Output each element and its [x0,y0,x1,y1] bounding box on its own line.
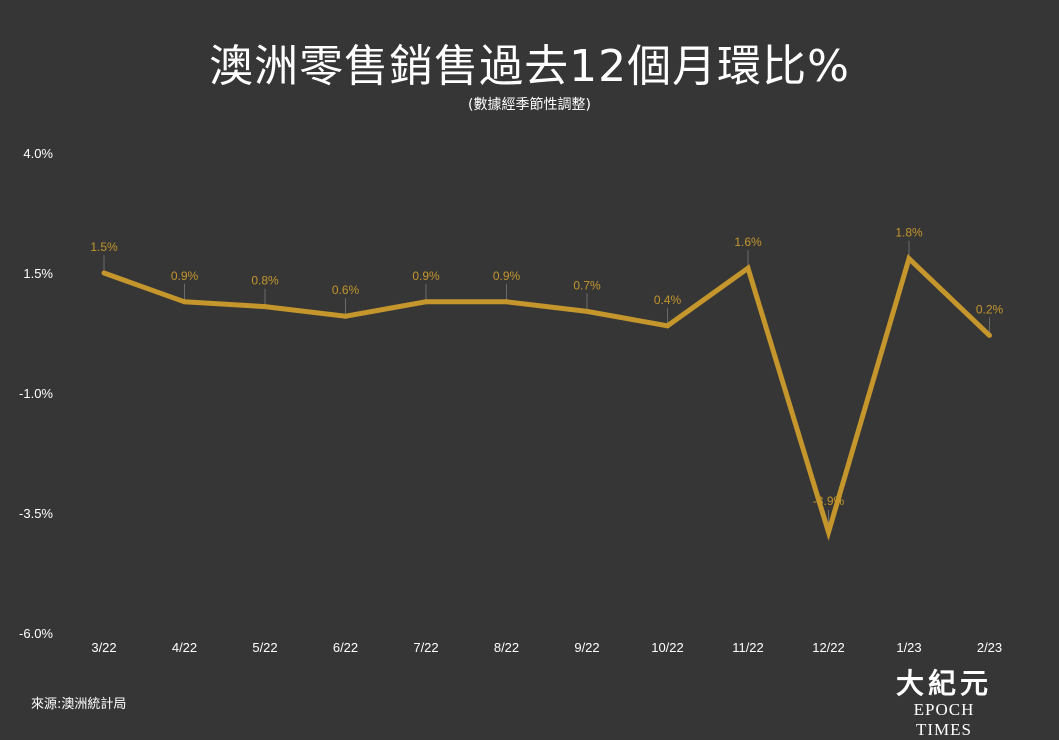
data-label: 0.6% [332,283,360,297]
data-point [182,299,187,305]
data-point [584,308,590,314]
x-tick-label: 10/22 [651,640,684,655]
x-tick-label: 12/22 [812,640,845,655]
data-point [504,299,509,305]
data-point [665,323,670,329]
logo-chinese-text: 大紀元 [895,667,992,700]
x-axis: 3/22 4/22 5/22 6/22 7/22 8/22 9/22 10/22 11/22 12… [91,640,1002,655]
source-note: 來源:澳洲統計局 [31,697,127,712]
data-point [826,529,831,535]
data-label: 1.8% [895,226,923,240]
data-point [745,265,751,271]
data-label: 1.5% [90,240,118,254]
data-label: 0.2% [976,302,1004,316]
x-tick-label: 9/22 [574,640,599,655]
y-tick-label: 4.0% [23,146,53,161]
data-point [101,270,107,276]
x-tick-label: 8/22 [494,640,519,655]
data-label: 0.7% [573,278,601,292]
x-tick-label: 4/22 [172,640,197,655]
epoch-times-logo: 大紀元 EPOCH TIMES [884,668,1004,740]
data-label: 1.6% [734,235,762,249]
x-tick-label: 11/22 [732,640,764,655]
data-point [906,256,912,262]
logo-english-text: EPOCH TIMES [913,700,975,739]
data-label-leaders [103,240,990,533]
data-label: -3.9% [813,494,845,508]
data-label: 0.9% [493,269,521,283]
series-line [103,253,992,541]
data-label: 0.9% [412,269,440,283]
x-tick-label: 7/22 [413,640,438,655]
x-tick-label: 1/23 [896,640,921,655]
data-labels: 1.5% 0.9% 0.8% 0.6% 0.9% 0.9% 0.7% 0.4% 1.6% -3.9… [90,226,1003,509]
chart-title: 澳洲零售銷售過去12個月環比% [209,41,850,92]
data-point [262,304,268,310]
data-label: 0.4% [654,293,682,307]
data-point [343,313,348,319]
y-tick-label: -6.0% [19,626,53,641]
data-point [987,332,992,338]
x-tick-label: 2/23 [977,640,1002,655]
y-axis: 4.0% 1.5% -1.0% -3.5% -6.0% [19,146,53,641]
series-line-group [101,253,992,541]
data-label: 0.9% [171,269,199,283]
x-tick-label: 5/22 [252,640,277,655]
data-label: 0.8% [251,274,279,288]
y-tick-label: 1.5% [23,266,53,281]
y-tick-label: -1.0% [19,386,53,401]
x-tick-label: 3/22 [91,640,116,655]
data-point [423,299,429,305]
chart-subtitle: (數據經季節性調整) [468,97,591,113]
y-tick-label: -3.5% [19,506,53,521]
x-tick-label: 6/22 [333,640,358,655]
